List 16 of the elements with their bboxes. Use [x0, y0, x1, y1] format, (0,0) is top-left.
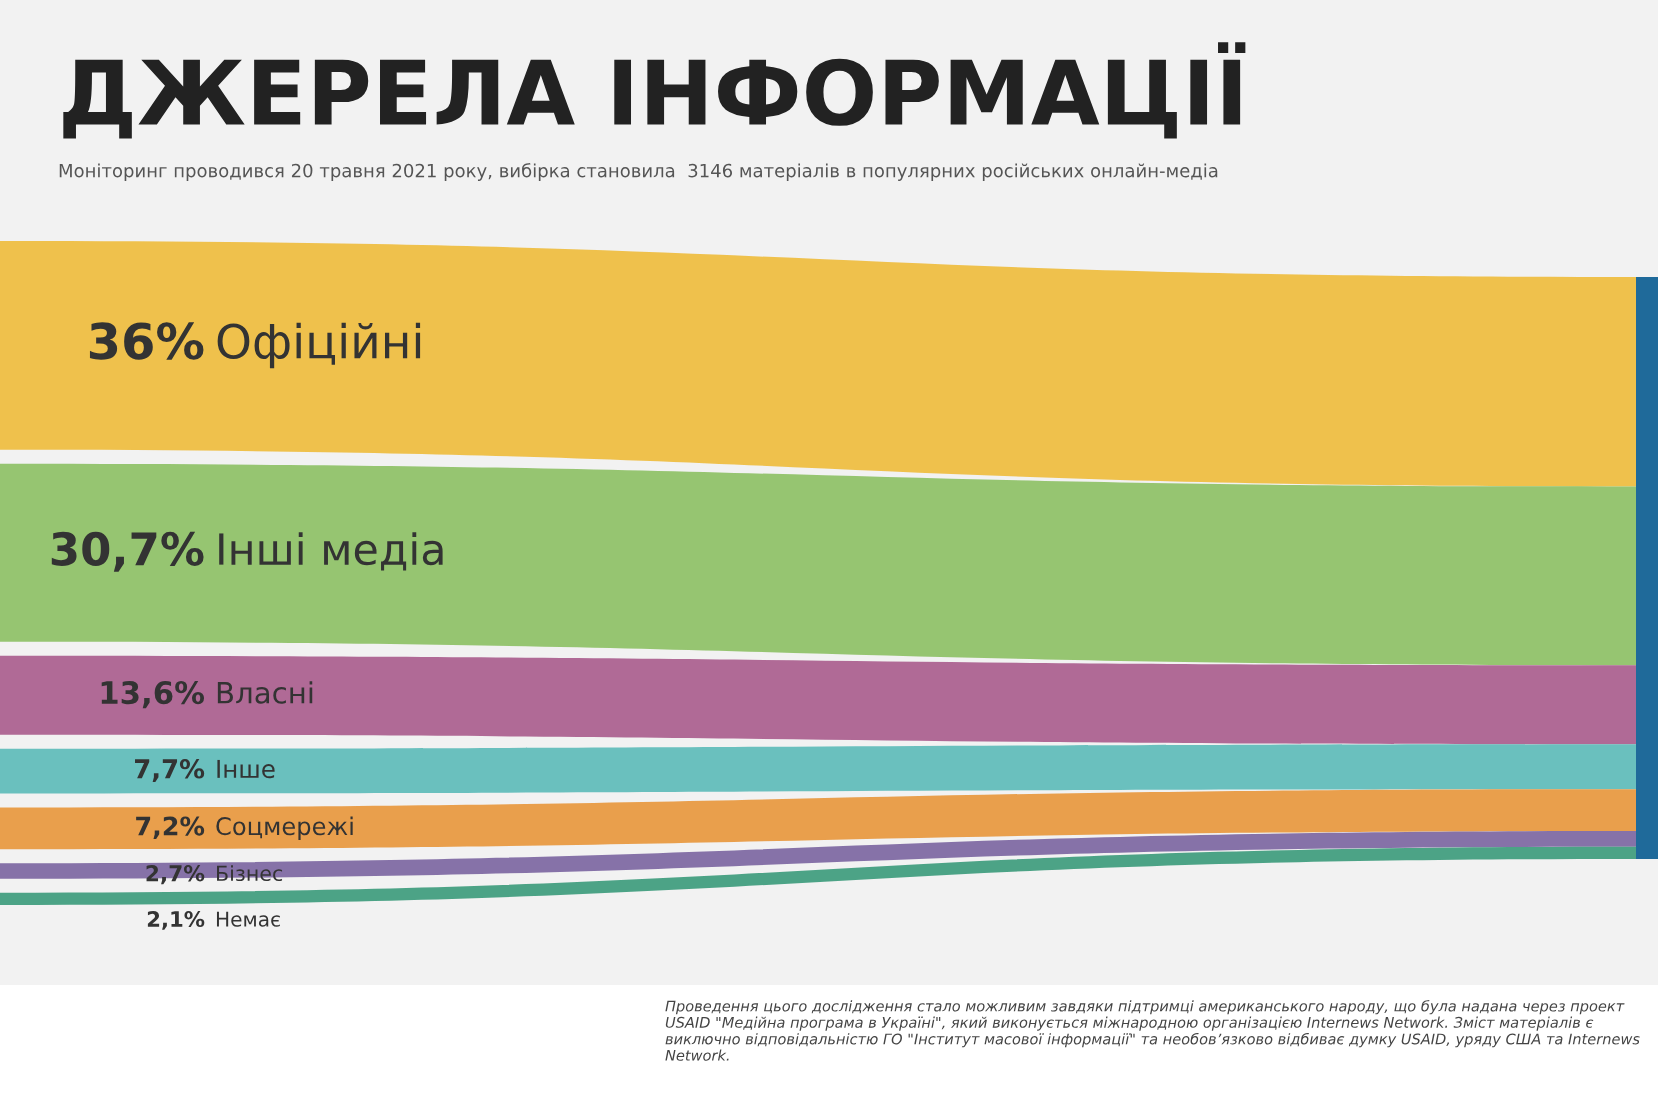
category-label: Офіційні: [217, 322, 421, 369]
text: ДЖЕРЕЛА ІНФОРМАЦІЇ: [63, 42, 1246, 139]
text: Проведення цього дослідження стало можливим завдяки підтримці американського народу, що була надана через проект USAID "Медійна програма в Україні", який виконується міжнародною організацією Internews Network. Зміст матеріалів є виключно відповідальністю ГО "Інститут масової інформації" та необов’язково відбиває думку USAID, уряду США та Internews Network.: [665, 1000, 1640, 1061]
data-label: 2,1%: [147, 911, 205, 930]
category-label: Бізнес: [217, 865, 283, 882]
category-label: Інше: [217, 759, 275, 779]
category-label: Власні: [217, 681, 313, 704]
data-label: 13,6%: [101, 680, 205, 709]
data-label: 7,7%: [135, 759, 205, 782]
category-label: Немає: [216, 911, 280, 927]
data-label: 30,7%: [51, 531, 204, 572]
data-label: 7,2%: [136, 816, 205, 839]
category-label: Інші медіа: [219, 532, 443, 571]
data-label: 36%: [89, 322, 204, 360]
text: Моніторинг проводився 20 травня 2021 року, вибірка становила 3146 матеріалів в популярних російських онлайн-медіа: [59, 163, 1218, 181]
category-label: Соцмережі: [216, 816, 353, 840]
